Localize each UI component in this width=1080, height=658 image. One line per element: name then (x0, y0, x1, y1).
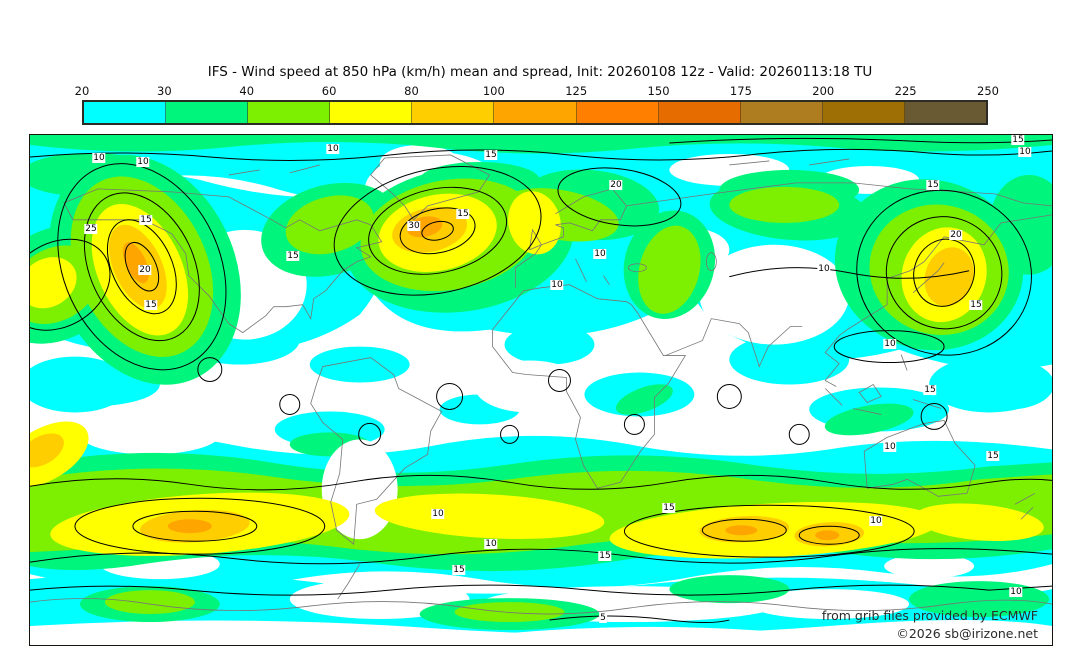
contour-label: 30 (407, 221, 421, 231)
contour-label: 15 (986, 451, 1000, 461)
colorbar-ticks: 20 30 40 60 80 100 125 150 175 200 225 250 (75, 84, 999, 98)
contour-label: 15 (969, 300, 983, 310)
contour-label: 10 (431, 509, 445, 519)
colorbar-segment (740, 102, 823, 123)
attribution-source: from grib files provided by ECMWF (821, 608, 1038, 623)
colorbar-segment (904, 102, 987, 123)
colorbar-tick-label: 125 (565, 84, 588, 98)
colorbar-tick-label: 175 (729, 84, 752, 98)
colorbar-segment (412, 102, 495, 123)
contour-label: 15 (452, 565, 466, 575)
colorbar-tick-label: 225 (894, 84, 917, 98)
colorbar-tick-label: 80 (404, 84, 419, 98)
contour-label: 10 (817, 264, 831, 274)
contour-label: 10 (326, 144, 340, 154)
colorbar-tick-label: 150 (647, 84, 670, 98)
colorbar-segment (330, 102, 413, 123)
contour-label: 10 (1009, 587, 1023, 597)
colorbar-tick-label: 100 (482, 84, 505, 98)
colorbar-tick-label: 60 (321, 84, 337, 98)
wind-speed-field-svg (30, 135, 1052, 645)
contour-label: 15 (1011, 135, 1025, 145)
contour-label: 15 (923, 385, 937, 395)
contour-label: 10 (484, 539, 498, 549)
contour-label: 15 (139, 215, 153, 225)
colorbar-tick-label: 250 (977, 84, 999, 98)
contour-label: 20 (609, 180, 623, 190)
contour-label: 10 (883, 339, 897, 349)
filled-wind-field (30, 135, 1052, 645)
contour-label: 15 (926, 180, 940, 190)
contour-label: 10 (869, 516, 883, 526)
contour-label: 10 (550, 280, 564, 290)
colorbar-segment (494, 102, 577, 123)
contour-label: 10 (593, 249, 607, 259)
coastlines (30, 154, 1052, 615)
contour-label: 10 (92, 153, 106, 163)
contour-label: 20 (949, 230, 963, 240)
colorbar-segment (822, 102, 905, 123)
contour-label: 15 (286, 251, 300, 261)
contour-label: 15 (598, 551, 612, 561)
contour-label: 15 (662, 503, 676, 513)
contour-label: 15 (484, 150, 498, 160)
colorbar-segment (166, 102, 249, 123)
contour-label: 15 (144, 300, 158, 310)
colorbar-tick-label: 30 (157, 84, 172, 98)
contour-label: 25 (84, 224, 98, 234)
spread-contour-lines (30, 137, 1052, 624)
attribution-copyright: ©2026 sb@irizone.net (896, 626, 1038, 641)
colorbar (82, 100, 988, 125)
colorbar-segment (84, 102, 167, 123)
contour-label: 15 (456, 209, 470, 219)
colorbar-segment (576, 102, 659, 123)
contour-label: 10 (136, 157, 150, 167)
contour-label: 10 (1018, 147, 1032, 157)
colorbar-tick-label: 40 (239, 84, 255, 98)
contour-label: 5 (599, 613, 607, 623)
colorbar-segment (248, 102, 331, 123)
contour-label: 20 (138, 265, 152, 275)
colorbar-segment (658, 102, 741, 123)
colorbar-tick-label: 200 (812, 84, 835, 98)
colorbar-tick-label: 20 (74, 84, 90, 98)
page-title: IFS - Wind speed at 850 hPa (km/h) mean … (207, 64, 873, 80)
world-map: 10 10 10 15 25 20 15 15 15 20 15 30 10 10 15 10 15 20 10 15… (29, 134, 1053, 646)
contour-label: 10 (883, 442, 897, 452)
